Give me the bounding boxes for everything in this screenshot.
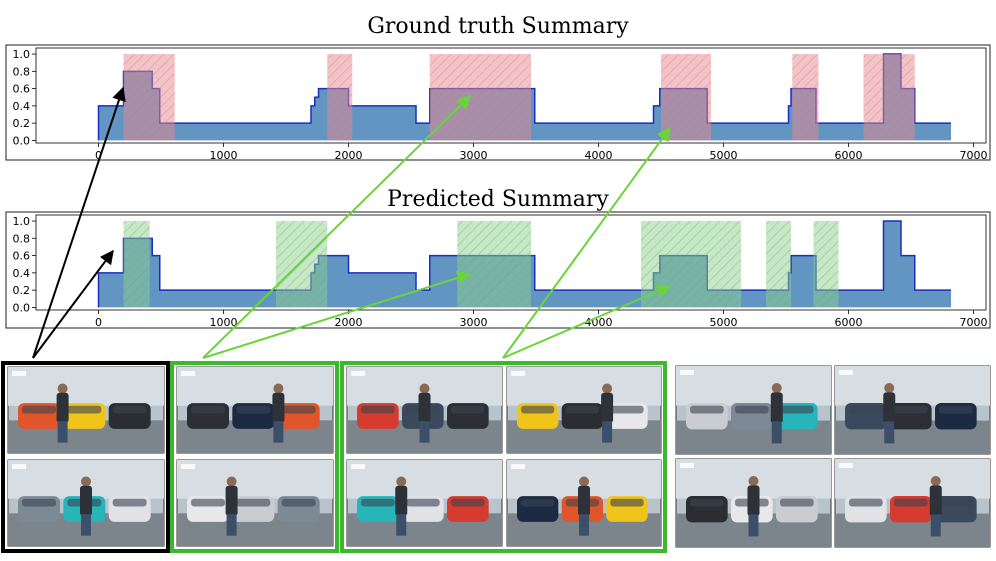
channel-logo [680,370,694,375]
green-frame [170,361,339,553]
y-tick-label: 0.4 [13,100,31,113]
x-tick-label: 1000 [210,316,238,329]
video-frame-thumbnail [346,366,503,454]
video-frame-thumbnail [7,459,165,547]
x-tick-label: 6000 [835,316,863,329]
x-tick-label: 5000 [710,316,738,329]
channel-logo [12,371,26,376]
channel-logo [12,464,26,469]
video-frame-thumbnail [346,459,503,547]
channel-logo [680,463,694,468]
channel-logo [511,464,525,469]
y-tick-label: 0.4 [13,267,31,280]
video-frame-thumbnail [834,458,991,548]
x-tick-label: 0 [95,149,102,162]
x-axis-ticks: 0 1000 2000 3000 4000 5000 6000 7000 [95,143,988,162]
plot-area [35,214,987,311]
y-tick-label: 0.2 [13,284,31,297]
video-frame-thumbnail [834,365,991,455]
x-tick-label: 4000 [585,149,613,162]
x-tick-label: 4000 [585,316,613,329]
outer-box [5,211,991,329]
arrows [32,86,672,359]
outer-box [5,44,991,161]
chart-title: Predicted Summary [387,187,609,212]
green-arrow [502,126,671,359]
selected-segments [123,54,915,141]
y-tick-label: 1.0 [13,215,31,228]
predicted-chart: Predicted Summary 0.0 0.2 0.4 0.6 0.8 1.0 0 10… [5,187,991,329]
video-frame-thumbnail [506,366,662,454]
x-tick-label: 3000 [460,316,488,329]
channel-logo [511,371,525,376]
channel-logo [181,371,195,376]
segment-hatch [661,54,711,141]
y-tick-label: 1.0 [13,48,31,61]
channel-logo [351,371,365,376]
video-frame-thumbnail [176,366,334,454]
segment-hatch [457,221,531,308]
segment-hatch [766,221,791,308]
y-axis-ticks: 0.0 0.2 0.4 0.6 0.8 1.0 [13,215,36,314]
segment-hatch [813,221,839,308]
channel-logo [839,370,853,375]
segment-hatch [792,54,819,141]
x-tick-label: 5000 [710,149,738,162]
chart-title: Ground truth Summary [367,14,629,39]
y-tick-label: 0.0 [13,301,31,314]
channel-logo [351,464,365,469]
y-tick-label: 0.8 [13,65,31,78]
segment-hatch [276,221,328,308]
video-frame-thumbnail [7,366,165,454]
x-tick-label: 2000 [335,316,363,329]
y-tick-label: 0.6 [13,250,31,263]
black-frame [1,361,170,553]
ground-truth-chart: Ground truth Summary 0.00.20.40.60.81.0 … [5,14,991,162]
black-arrow [32,249,114,359]
y-tick-label: 0.2 [13,117,31,130]
green-arrow [502,284,672,359]
video-frame-thumbnail [675,365,832,455]
x-tick-label: 7000 [960,316,988,329]
thumbnail-groups [1,361,991,553]
segment-hatch [641,221,741,308]
black-arrow [32,86,126,359]
segment-hatch [123,221,150,308]
x-tick-label: 2000 [335,149,363,162]
channel-logo [839,463,853,468]
segment-hatch [327,54,353,141]
plot-area [35,47,987,144]
y-axis-ticks: 0.0 0.2 0.4 0.6 0.8 1.0 [13,48,36,147]
x-tick-label: 6000 [835,149,863,162]
video-frame-thumbnail [506,459,662,547]
green-frame [340,361,667,553]
segment-hatch [123,54,175,141]
y-tick-label: 0.6 [13,83,31,96]
x-tick-label: 1000 [210,149,238,162]
y-tick-label: 0.8 [13,232,31,245]
green-arrow [202,271,472,359]
channel-logo [181,464,195,469]
video-frame-thumbnail [176,459,334,547]
video-frame-thumbnail [675,458,832,548]
segment-hatch [429,54,531,141]
x-tick-label: 0 [95,316,102,329]
x-tick-label: 7000 [960,149,988,162]
green-arrow [202,95,471,359]
x-tick-label: 3000 [460,149,488,162]
segment-hatch [863,54,915,141]
y-tick-label: 0.0 [13,134,31,147]
x-axis-ticks: 0 1000 2000 3000 4000 5000 6000 7000 [95,310,988,329]
